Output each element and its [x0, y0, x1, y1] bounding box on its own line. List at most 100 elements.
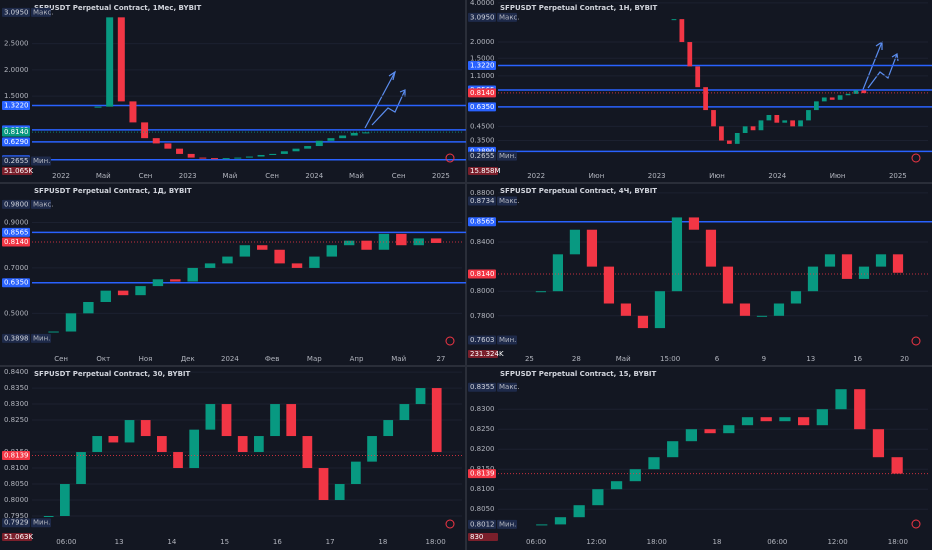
y-tick-label: 0.8300	[4, 400, 29, 408]
candle	[254, 436, 264, 453]
x-tick-label: 15	[220, 538, 229, 546]
x-tick-label: 9	[762, 355, 766, 363]
panel-title: SFPUSDT Perpetual Contract, 15, BYBIT	[500, 370, 657, 378]
badge-tag	[497, 12, 517, 22]
candle	[872, 429, 885, 458]
candle	[773, 303, 785, 316]
price-badge	[2, 237, 30, 247]
candle	[766, 114, 772, 121]
x-tick-label: 06:00	[767, 538, 787, 546]
candle	[205, 404, 216, 430]
badge-tag	[31, 333, 51, 343]
candle	[176, 148, 184, 154]
price-badge	[468, 269, 496, 279]
x-tick-label: 2022	[527, 172, 545, 180]
candle	[536, 524, 548, 526]
x-tick-label: 12:00	[586, 538, 606, 546]
price-badge-label: 0.8012	[470, 520, 495, 528]
candle	[92, 436, 103, 453]
candle	[257, 154, 265, 157]
candle	[164, 143, 172, 149]
price-badge-label: 0.2655	[470, 152, 495, 160]
candle	[798, 417, 810, 426]
candle	[343, 240, 355, 246]
x-tick-label: 13	[115, 538, 124, 546]
candle	[280, 151, 288, 154]
y-tick-label: 0.8100	[4, 464, 29, 472]
candle	[782, 120, 788, 123]
candle	[187, 153, 195, 158]
candle	[734, 132, 740, 144]
candle	[722, 266, 734, 304]
candle	[845, 93, 851, 96]
x-tick-label: Май	[349, 172, 364, 180]
price-badge	[468, 12, 496, 22]
candle	[117, 290, 129, 296]
volume-label: 51.065K	[4, 167, 33, 175]
x-tick-label: Ноя	[139, 355, 153, 363]
candle	[723, 425, 735, 434]
badge-tag-label: Мин.	[33, 334, 50, 342]
y-tick-label: 4.0000	[470, 0, 495, 7]
candle	[210, 158, 218, 160]
price-badge	[2, 227, 30, 237]
candle	[798, 120, 803, 127]
x-tick-label: Май	[222, 172, 237, 180]
badge-tag	[31, 518, 51, 528]
chart-panel: 0.9000 0.7000 0.5000 SFPUSDT Perpetual Cont…	[2, 187, 466, 363]
chart-panel: 0.8800 0.8400 0.8000 0.7800 SFPUSDT Perpetua…	[468, 187, 932, 363]
event-icon	[445, 336, 455, 346]
badge-tag-label: Макс.	[33, 8, 54, 16]
price-badge-label: 3.0950	[4, 8, 29, 16]
volume-label: 231.324K	[470, 350, 504, 358]
y-tick-label: 0.8050	[470, 505, 495, 513]
x-tick-label: Июн	[830, 172, 846, 180]
y-tick-label: 0.7800	[470, 312, 495, 320]
candle	[157, 436, 167, 453]
price-badge	[2, 156, 30, 166]
candle	[60, 484, 70, 517]
candle	[610, 481, 623, 490]
event-icon	[911, 519, 921, 529]
candle	[152, 138, 160, 144]
candle	[304, 146, 312, 149]
price-badge-label: 0.8565	[470, 218, 495, 226]
candle	[83, 301, 94, 314]
x-tick-label: 2025	[432, 172, 450, 180]
candle	[835, 389, 847, 410]
candle	[861, 90, 867, 94]
candle	[124, 420, 135, 443]
price-badge-label: 0.8140	[4, 128, 29, 136]
candle	[829, 97, 835, 100]
price-badge-label: 0.8139	[470, 470, 495, 478]
candle	[204, 263, 216, 268]
candle	[339, 135, 347, 139]
x-tick-label: 18:00	[426, 538, 446, 546]
panel-title: SFPUSDT Perpetual Contract, 30, BYBIT	[34, 370, 191, 378]
candle	[361, 240, 372, 250]
candle	[703, 87, 708, 111]
candle	[315, 140, 323, 147]
badge-tag	[31, 7, 51, 17]
x-tick-label: Май	[616, 355, 631, 363]
candle	[807, 266, 819, 292]
price-badge-label: 3.0950	[470, 13, 495, 21]
y-tick-label: 0.8800	[470, 189, 495, 197]
candle	[318, 468, 329, 501]
candle	[291, 263, 303, 268]
price-badge	[468, 519, 496, 529]
candle	[292, 148, 300, 152]
candle	[302, 436, 313, 469]
panel-title: SFPUSDT Perpetual Contract, 1Н, BYBIT	[500, 4, 658, 12]
y-tick-label: 0.8300	[470, 405, 495, 413]
price-badge	[2, 451, 30, 461]
x-tick-label: 2023	[179, 172, 197, 180]
candle	[351, 461, 361, 485]
candle	[43, 516, 54, 518]
candle	[637, 315, 649, 329]
x-tick-label: 6	[715, 355, 720, 363]
arrow-head	[399, 89, 406, 97]
candle	[431, 388, 442, 453]
candle	[875, 254, 887, 267]
